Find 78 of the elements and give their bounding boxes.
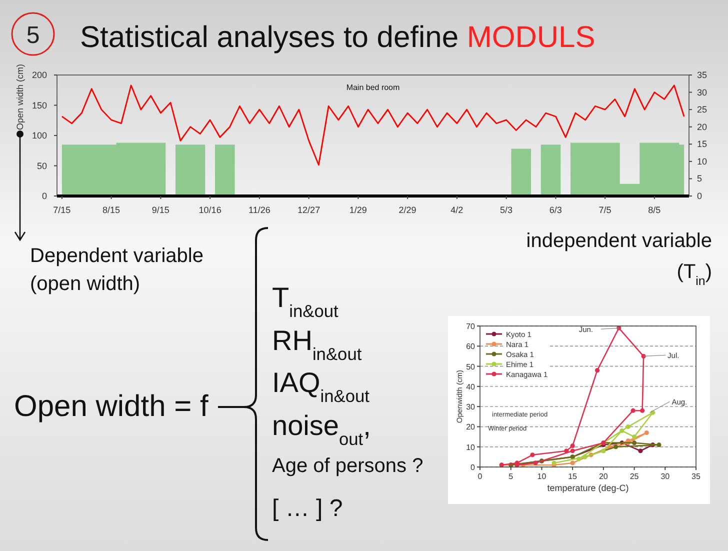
x-tick-label: 8/5 [648, 205, 661, 215]
y-tick-label: 50 [466, 362, 476, 372]
y2-tick-label: 0 [697, 191, 702, 201]
x-tick-label: 5/3 [500, 205, 513, 215]
y-tick-label: 50 [36, 160, 47, 171]
point [570, 444, 575, 448]
point [656, 442, 662, 448]
x-tick-label: 20 [598, 472, 608, 481]
x-tick-label: 25 [630, 472, 640, 481]
point [570, 448, 575, 454]
y-tick-label: 70 [466, 322, 476, 331]
point [640, 408, 645, 413]
y-tick-label: 0 [470, 463, 476, 472]
text: RH$_{in&out}$ [272, 325, 362, 364]
y-tick-label: 40 [466, 382, 476, 392]
x-tick-label: 35 [692, 472, 701, 481]
y-tick-label: 60 [466, 342, 476, 352]
x-tick-label: 7/15 [53, 205, 71, 215]
x-tick-label: 10 [537, 472, 547, 481]
x-tick-label: 11/26 [248, 205, 270, 215]
text: 5 [26, 22, 40, 49]
y-axis-title: Open width (cm) [15, 64, 25, 130]
y-tick-label: 100 [32, 130, 47, 140]
point [564, 448, 569, 454]
text: Statistical analyses to define [80, 21, 459, 54]
y-tick-label: 0 [42, 191, 47, 201]
point [638, 448, 643, 454]
point [626, 424, 630, 430]
text: (open width) [30, 273, 140, 295]
point [632, 434, 637, 440]
y2-tick-label: 20 [697, 122, 708, 132]
y2-tick-label: 25 [697, 104, 708, 115]
y2-tick-label: 35 [697, 70, 708, 80]
line-series [61, 84, 685, 166]
y2-tick-label: 10 [697, 156, 708, 166]
x-tick-label: 8/15 [102, 205, 120, 215]
point [644, 430, 649, 436]
x-tick-label: 12/27 [298, 205, 320, 215]
x-tick-label: 0 [478, 472, 483, 481]
text: (T$_{in}$) [676, 261, 712, 288]
x-tick-label: 30 [660, 472, 670, 481]
x-tick-label: 10/16 [198, 205, 222, 215]
y-tick-label: 20 [466, 422, 476, 432]
x-tick-label: 9/15 [152, 205, 170, 215]
y-tick-label: 30 [466, 402, 476, 412]
point [570, 460, 575, 466]
x-tick-label: 1/29 [349, 205, 367, 215]
text: Main bed room [346, 83, 400, 92]
x-tick-label: 5 [508, 472, 514, 481]
x-tick-label: 4/2 [450, 205, 464, 215]
point [533, 460, 538, 466]
point [632, 440, 637, 446]
y2-tick-label: 30 [697, 87, 708, 98]
y-tick-label: 200 [32, 70, 47, 80]
text: T$_{in&out}$ [272, 282, 339, 321]
x-axis-title: temperature (deg-C) [547, 483, 629, 493]
point [630, 408, 636, 413]
text: [ … ] ? [272, 495, 343, 522]
y2-tick-label: 15 [697, 139, 708, 150]
x-tick-label: 7/5 [598, 205, 612, 215]
y2-tick-label: 5 [697, 174, 702, 184]
text: Open width = f [14, 390, 209, 423]
text: noise$_{out}$, [272, 410, 371, 449]
text: independent variable [526, 230, 712, 252]
point [576, 456, 582, 462]
text: IAQ$_{in&out}$ [272, 367, 370, 406]
point [530, 452, 535, 458]
point [620, 428, 624, 434]
y-tick-label: 10 [466, 442, 476, 452]
text: MODULS [458, 21, 596, 54]
x-tick-label: 2/29 [398, 205, 416, 215]
x-tick-label: 6/3 [549, 205, 562, 215]
point [594, 368, 600, 373]
text: Dependent variable [30, 245, 204, 267]
x-tick-label: 15 [568, 472, 578, 481]
y-tick-label: 150 [32, 100, 47, 110]
text: Age of persons ? [272, 455, 424, 477]
point [613, 444, 618, 450]
